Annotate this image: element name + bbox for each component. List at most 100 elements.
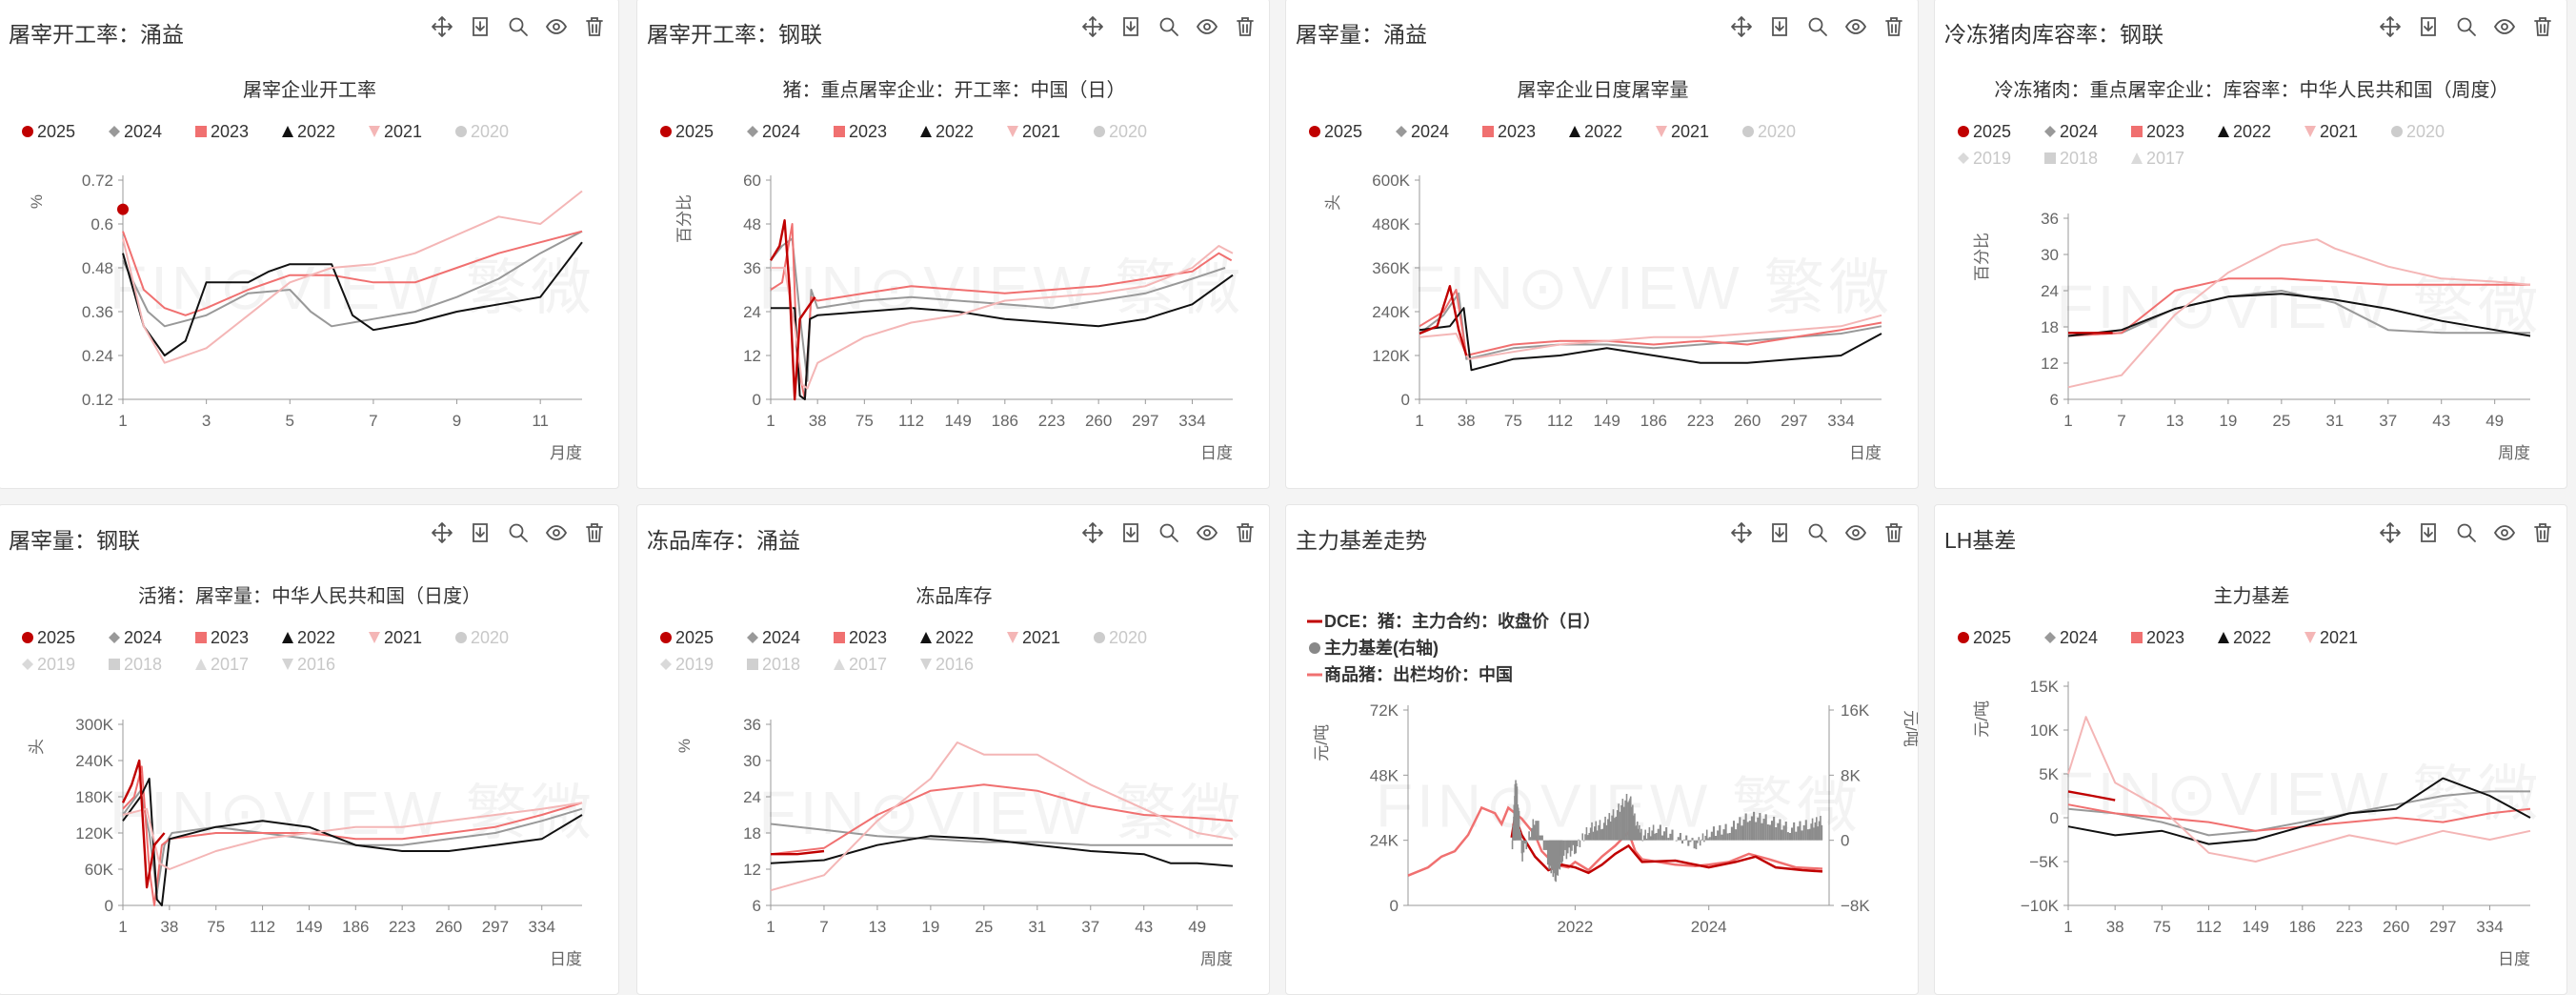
legend-item[interactable]: 2023 bbox=[195, 122, 249, 141]
legend-item[interactable]: 2017 bbox=[195, 655, 249, 674]
legend-item[interactable]: 2022 bbox=[920, 122, 974, 141]
legend-item[interactable]: 2025 bbox=[1309, 122, 1362, 141]
legend-item[interactable]: 2022 bbox=[282, 122, 335, 141]
legend-item[interactable]: 2025 bbox=[660, 628, 714, 647]
legend-item[interactable]: 2022 bbox=[2218, 628, 2271, 647]
search-icon[interactable] bbox=[2454, 14, 2479, 39]
eye-icon[interactable] bbox=[2492, 14, 2517, 39]
legend-item[interactable]: 2019 bbox=[660, 655, 714, 674]
trash-icon[interactable] bbox=[582, 520, 607, 545]
download-icon[interactable] bbox=[2416, 14, 2441, 39]
download-icon[interactable] bbox=[1118, 14, 1143, 39]
trash-icon[interactable] bbox=[1882, 14, 1906, 39]
legend-item[interactable]: 2023 bbox=[1482, 122, 1536, 141]
search-icon[interactable] bbox=[506, 14, 531, 39]
legend-item[interactable]: 2024 bbox=[2044, 628, 2098, 647]
download-icon[interactable] bbox=[1767, 14, 1792, 39]
legend-item[interactable]: 2024 bbox=[747, 628, 800, 647]
trash-icon[interactable] bbox=[1882, 520, 1906, 545]
download-icon[interactable] bbox=[468, 14, 493, 39]
legend-item[interactable]: 2016 bbox=[920, 655, 974, 674]
move-icon[interactable] bbox=[430, 14, 454, 39]
eye-icon[interactable] bbox=[1843, 14, 1868, 39]
move-icon[interactable] bbox=[2378, 520, 2403, 545]
trash-icon[interactable] bbox=[2530, 520, 2555, 545]
legend-item[interactable]: 2022 bbox=[282, 628, 335, 647]
legend-item[interactable]: 2024 bbox=[2044, 122, 2098, 141]
legend-item[interactable]: 2020 bbox=[2391, 122, 2445, 141]
legend-item[interactable]: 2017 bbox=[2131, 149, 2184, 168]
legend-item[interactable]: 2022 bbox=[1569, 122, 1622, 141]
eye-icon[interactable] bbox=[544, 520, 569, 545]
trash-icon[interactable] bbox=[1233, 14, 1258, 39]
legend-item[interactable]: 2016 bbox=[282, 655, 335, 674]
search-icon[interactable] bbox=[1805, 520, 1830, 545]
legend-item[interactable]: 2020 bbox=[455, 628, 509, 647]
eye-icon[interactable] bbox=[1843, 520, 1868, 545]
eye-icon[interactable] bbox=[2492, 520, 2517, 545]
legend-item[interactable]: 2019 bbox=[1958, 149, 2011, 168]
legend-item[interactable]: 2024 bbox=[1396, 122, 1449, 141]
basis-bar bbox=[1729, 833, 1731, 841]
search-icon[interactable] bbox=[506, 520, 531, 545]
search-icon[interactable] bbox=[1157, 14, 1181, 39]
legend-item[interactable]: 2024 bbox=[109, 122, 162, 141]
legend-item[interactable]: 2023 bbox=[195, 628, 249, 647]
legend-item[interactable]: 2018 bbox=[2044, 149, 2098, 168]
legend-item[interactable]: 2025 bbox=[22, 628, 75, 647]
legend-item[interactable]: 2025 bbox=[1958, 628, 2011, 647]
legend-item[interactable]: 2018 bbox=[109, 655, 162, 674]
legend-item[interactable]: DCE：猪：主力合约：收盘价（日） bbox=[1307, 611, 1600, 631]
basis-bar bbox=[1737, 823, 1739, 841]
legend-item[interactable]: 2025 bbox=[660, 122, 714, 141]
legend-item[interactable]: 2022 bbox=[920, 628, 974, 647]
download-icon[interactable] bbox=[2416, 520, 2441, 545]
move-icon[interactable] bbox=[1729, 14, 1754, 39]
move-icon[interactable] bbox=[1080, 14, 1105, 39]
legend-item[interactable]: 2017 bbox=[834, 655, 887, 674]
legend-item[interactable]: 2023 bbox=[2131, 628, 2184, 647]
move-icon[interactable] bbox=[1729, 520, 1754, 545]
legend-item[interactable]: 2020 bbox=[455, 122, 509, 141]
legend-item[interactable]: 2025 bbox=[22, 122, 75, 141]
legend-item[interactable]: 2025 bbox=[1958, 122, 2011, 141]
legend-item[interactable]: 2021 bbox=[369, 122, 422, 141]
legend-item[interactable]: 2020 bbox=[1094, 122, 1147, 141]
legend-item[interactable]: 2018 bbox=[747, 655, 800, 674]
legend-item[interactable]: 2021 bbox=[1007, 628, 1060, 647]
legend-item[interactable]: 2023 bbox=[2131, 122, 2184, 141]
download-icon[interactable] bbox=[468, 520, 493, 545]
legend-item[interactable]: 2023 bbox=[834, 122, 887, 141]
move-icon[interactable] bbox=[2378, 14, 2403, 39]
legend-item[interactable]: 2021 bbox=[2304, 122, 2358, 141]
search-icon[interactable] bbox=[2454, 520, 2479, 545]
legend-item[interactable]: 2019 bbox=[22, 655, 75, 674]
search-icon[interactable] bbox=[1805, 14, 1830, 39]
legend-item[interactable]: 2024 bbox=[109, 628, 162, 647]
legend-item[interactable]: 2021 bbox=[369, 628, 422, 647]
legend-item[interactable]: 2021 bbox=[1007, 122, 1060, 141]
download-icon[interactable] bbox=[1767, 520, 1792, 545]
legend-item[interactable]: 2020 bbox=[1094, 628, 1147, 647]
trash-icon[interactable] bbox=[582, 14, 607, 39]
chart-title: 主力基差 bbox=[2214, 585, 2290, 607]
legend-item[interactable]: 2022 bbox=[2218, 122, 2271, 141]
legend-item[interactable]: 主力基差(右轴) bbox=[1309, 638, 1439, 658]
trash-icon[interactable] bbox=[2530, 14, 2555, 39]
basis-bar bbox=[1700, 841, 1701, 846]
legend-item[interactable]: 2020 bbox=[1742, 122, 1796, 141]
download-icon[interactable] bbox=[1118, 520, 1143, 545]
move-icon[interactable] bbox=[1080, 520, 1105, 545]
x-tick-label: 3 bbox=[202, 412, 211, 430]
search-icon[interactable] bbox=[1157, 520, 1181, 545]
eye-icon[interactable] bbox=[544, 14, 569, 39]
legend-item[interactable]: 2021 bbox=[2304, 628, 2358, 647]
legend-item[interactable]: 2024 bbox=[747, 122, 800, 141]
move-icon[interactable] bbox=[430, 520, 454, 545]
legend-item[interactable]: 2023 bbox=[834, 628, 887, 647]
trash-icon[interactable] bbox=[1233, 520, 1258, 545]
eye-icon[interactable] bbox=[1195, 520, 1219, 545]
eye-icon[interactable] bbox=[1195, 14, 1219, 39]
legend-item[interactable]: 2021 bbox=[1656, 122, 1709, 141]
legend-item[interactable]: 商品猪：出栏均价：中国 bbox=[1307, 664, 1513, 684]
